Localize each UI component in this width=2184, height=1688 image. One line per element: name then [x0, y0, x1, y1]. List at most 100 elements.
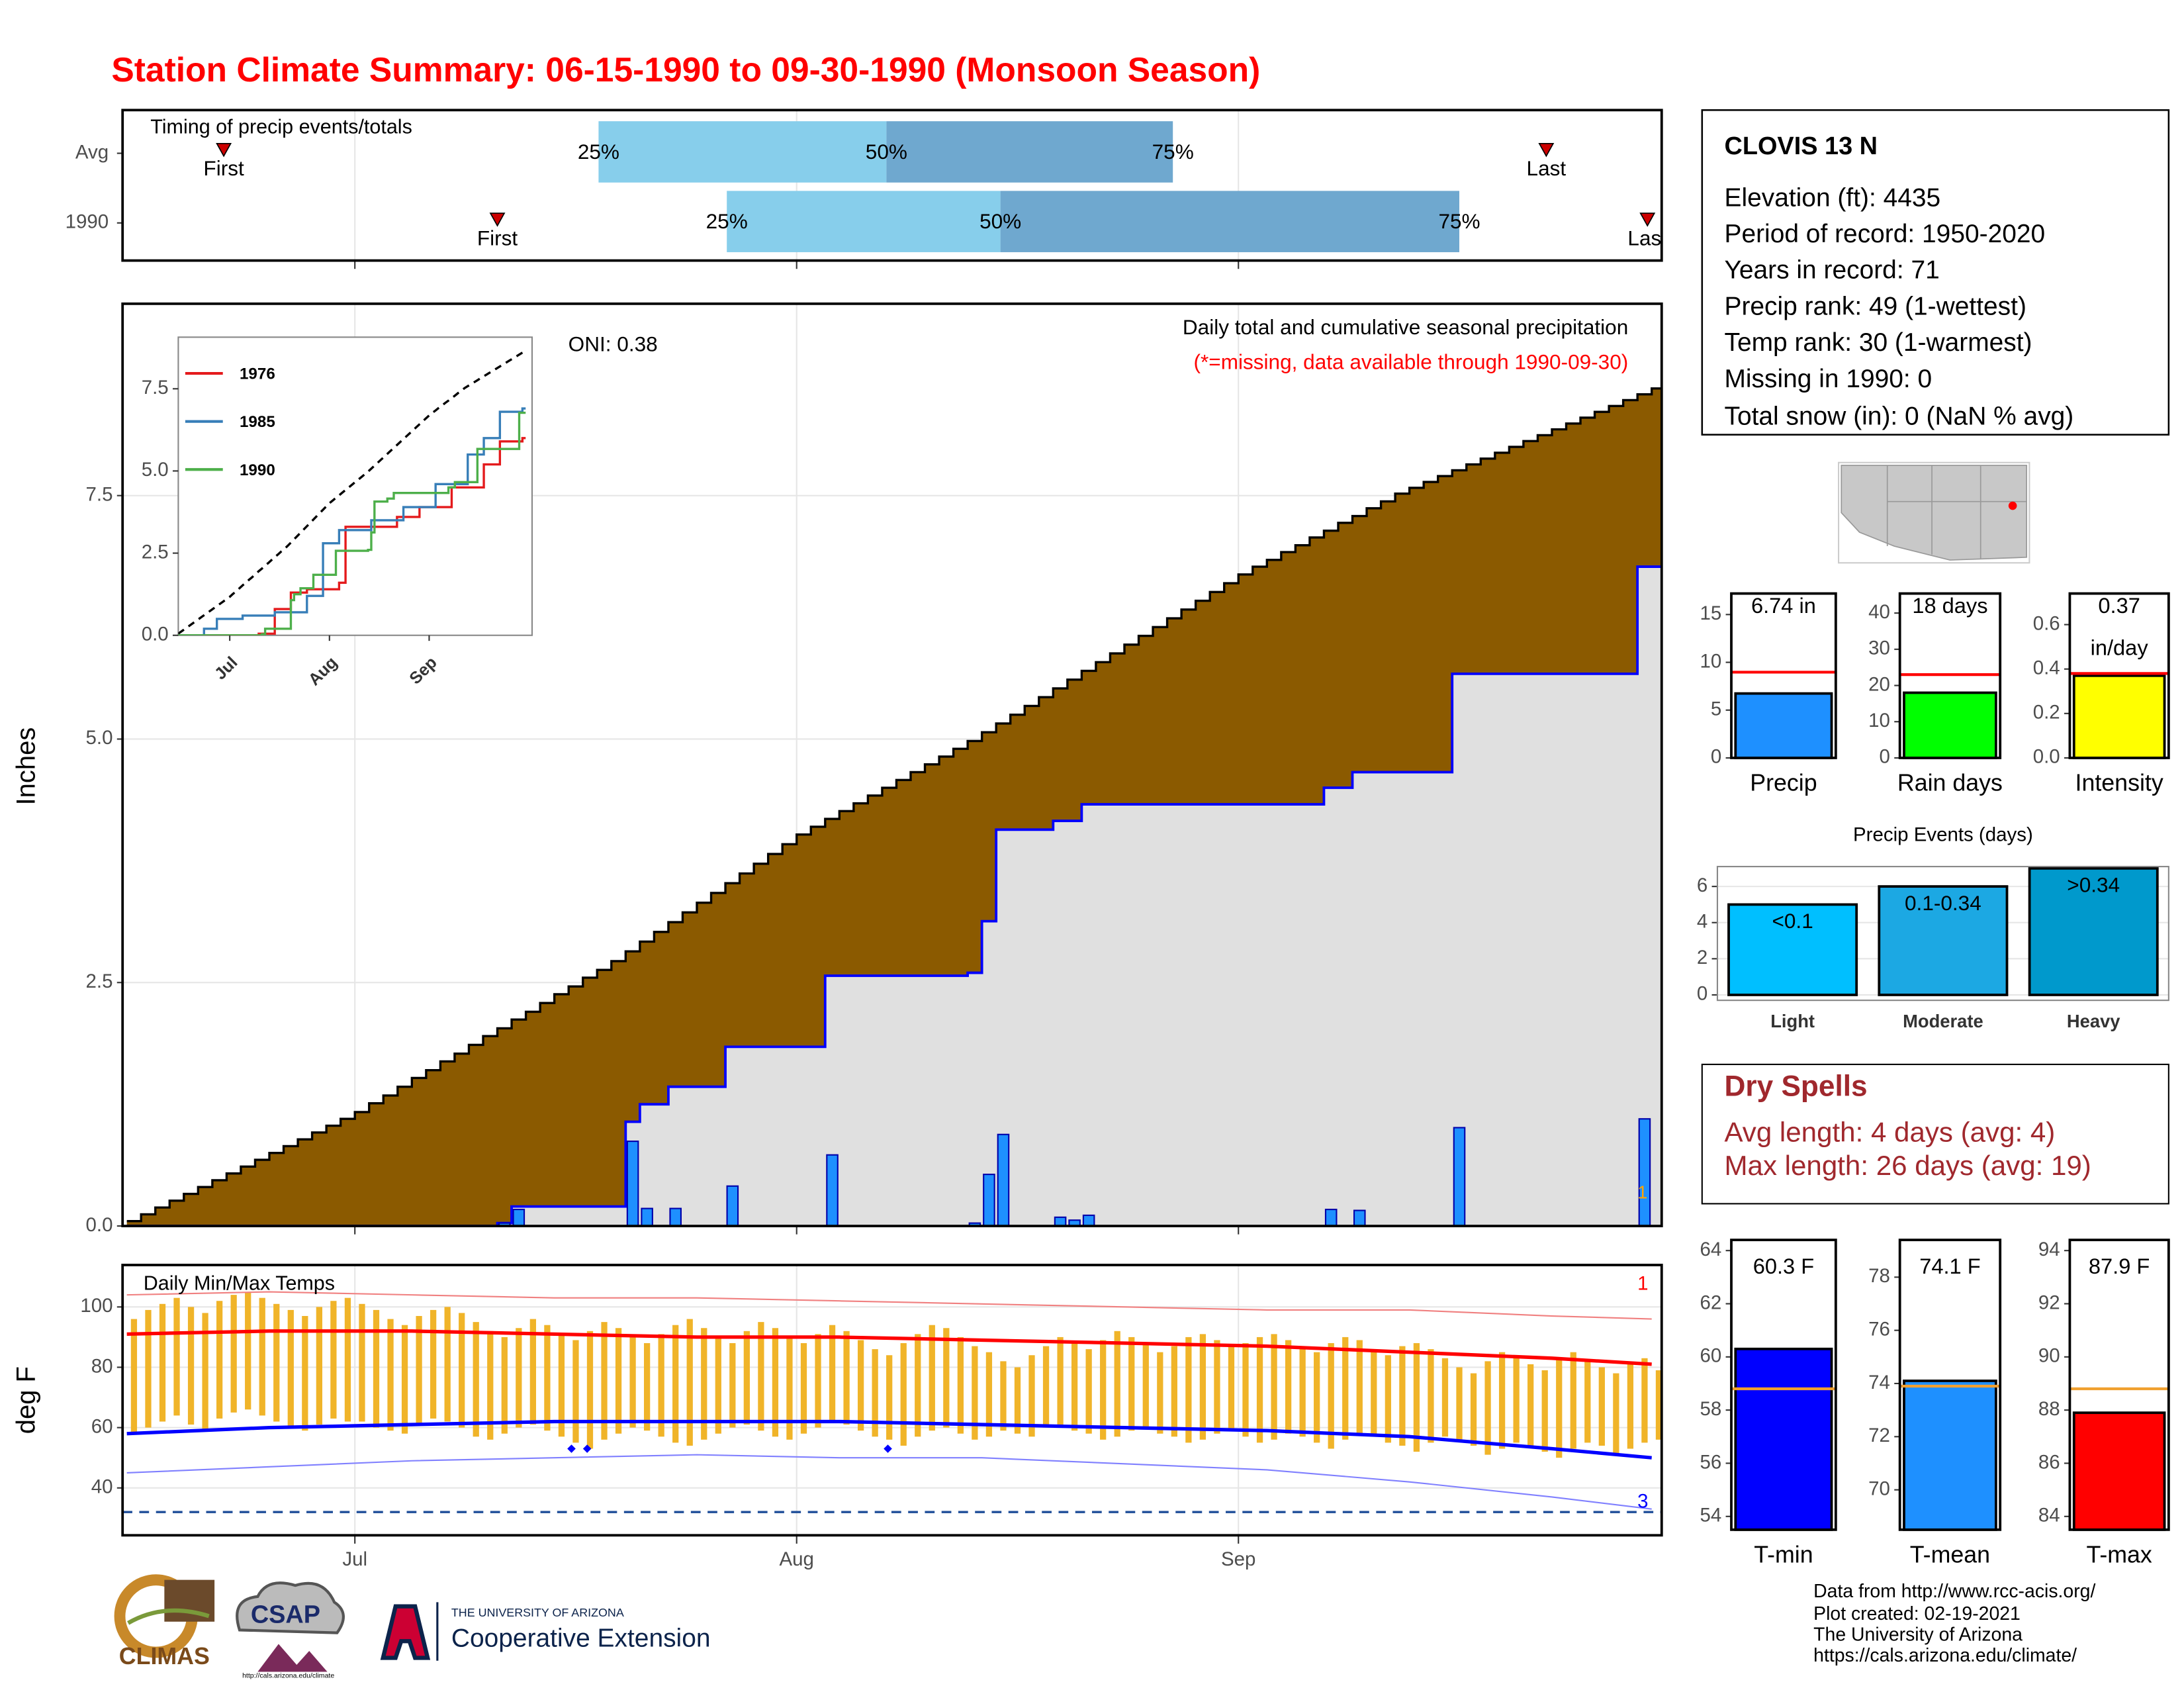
- x-tick-label: Sep: [1221, 1548, 1255, 1570]
- plot-area: 13: [122, 1272, 1662, 1513]
- temp-bar: [373, 1309, 380, 1428]
- timing-bar-early: [727, 191, 1001, 252]
- y-tick-label: 62: [1700, 1291, 1722, 1313]
- y-axis-label: deg F: [12, 1366, 41, 1434]
- panel-border: [121, 109, 1663, 262]
- temp-bar: [786, 1336, 793, 1440]
- y-tick-label: 10: [1700, 650, 1722, 672]
- panel-border: [1730, 1239, 1837, 1531]
- value-label: 87.9 F: [2089, 1254, 2150, 1278]
- daily-bar: [997, 1133, 1010, 1227]
- temp-bar: [401, 1325, 408, 1434]
- temp-bar: [187, 1307, 195, 1425]
- daily-bar: [669, 1207, 682, 1227]
- panel-border: [2068, 1239, 2170, 1531]
- temp-bar: [1385, 1355, 1391, 1443]
- temp-bar: [444, 1307, 451, 1422]
- temp-bar: [586, 1331, 594, 1449]
- cumulative-line: [126, 565, 1662, 1227]
- footer-line: Data from http://www.rcc-acis.org/: [1813, 1581, 2095, 1602]
- temp-bar: [202, 1313, 208, 1431]
- page-title: Station Climate Summary: 06-15-1990 to 0…: [111, 50, 1260, 89]
- bar: [1734, 692, 1833, 759]
- bar-label: <0.1: [1772, 909, 1813, 933]
- timing-bar-early: [598, 121, 887, 183]
- panel-title: Daily total and cumulative seasonal prec…: [1183, 315, 1628, 339]
- category-label: T-min: [1754, 1541, 1813, 1568]
- temp-bar: [416, 1316, 422, 1425]
- temp-bar: [872, 1349, 878, 1437]
- x-tick-label: Jul: [342, 1548, 367, 1570]
- inset-panel: [177, 336, 533, 636]
- legend-label: 1976: [240, 365, 275, 383]
- logo-text: CSAP: [251, 1601, 320, 1628]
- station-line: Elevation (ft): 4435: [1724, 183, 1940, 212]
- temp-bar: [1228, 1346, 1235, 1431]
- temp-bar: [1185, 1336, 1192, 1443]
- y-axis-label: Inches: [12, 727, 41, 806]
- temp-bar: [1584, 1361, 1591, 1443]
- y-tick-label: 5.0: [86, 727, 113, 749]
- bar: [2072, 1411, 2166, 1531]
- dry-spells-line: Max length: 26 days (avg: 19): [1724, 1150, 2091, 1181]
- category-label: T-mean: [1910, 1541, 1990, 1568]
- temp-bar: [758, 1322, 764, 1431]
- value-label: 18 days: [1912, 593, 1987, 618]
- temp-bar: [1527, 1364, 1534, 1446]
- temp-bar: [501, 1336, 508, 1434]
- station-name: CLOVIS 13 N: [1724, 132, 1878, 160]
- bar: [1903, 691, 1997, 759]
- temp-bar: [985, 1352, 993, 1437]
- daily-bar: [983, 1174, 995, 1227]
- temp-bar: [1171, 1346, 1177, 1437]
- temp-bar: [615, 1328, 622, 1434]
- temp-bar: [1000, 1361, 1007, 1431]
- y-tick-label: 20: [1868, 673, 1890, 695]
- station-box: [1701, 109, 2170, 436]
- temp-bar: [772, 1328, 779, 1437]
- value-label: 60.3 F: [1753, 1254, 1814, 1278]
- footer-line: https://cals.arizona.edu/climate/: [1813, 1645, 2077, 1666]
- temp-bar: [1214, 1340, 1220, 1434]
- temp-bar: [216, 1301, 223, 1419]
- y-tick-label: 78: [1868, 1265, 1890, 1287]
- bar-label: >0.34: [2067, 873, 2120, 897]
- temp-bar: [1428, 1349, 1434, 1443]
- x-tick-label: Aug: [780, 1548, 814, 1570]
- panel-border: [1730, 592, 1837, 759]
- y-tick-label: 7.5: [142, 377, 169, 399]
- y-tick-label: 76: [1868, 1318, 1890, 1340]
- temp-bar: [715, 1336, 721, 1434]
- temp-line: [126, 1419, 1652, 1460]
- y-tick-label: 0.6: [2033, 612, 2060, 634]
- temp-bar: [1028, 1355, 1035, 1437]
- temp-bar: [1299, 1346, 1306, 1437]
- y-tick-label: 74: [1868, 1372, 1890, 1393]
- y-tick-label: 0.0: [86, 1214, 113, 1236]
- y-tick-label: 80: [91, 1355, 113, 1377]
- reference-line: [178, 352, 523, 635]
- temp-bar: [330, 1301, 337, 1419]
- record-point: [582, 1444, 592, 1453]
- y-tick-label: 60: [91, 1415, 113, 1437]
- temp-bar: [1328, 1343, 1334, 1449]
- footer-line: The University of Arizona: [1813, 1624, 2023, 1645]
- temp-bar: [601, 1322, 608, 1440]
- temp-bar: [159, 1303, 166, 1422]
- dry-spells-line: Avg length: 4 days (avg: 4): [1724, 1116, 2055, 1147]
- temp-bar: [459, 1313, 465, 1428]
- temp-bar: [643, 1343, 651, 1431]
- temp-bar: [1556, 1358, 1563, 1458]
- temp-bar: [672, 1325, 679, 1443]
- temp-bar: [1242, 1343, 1249, 1437]
- category-label: Moderate: [1903, 1011, 1983, 1031]
- logo-text: THE UNIVERSITY OF ARIZONA: [451, 1606, 624, 1619]
- panel-title: Timing of precip events/totals: [150, 116, 412, 138]
- y-tick-label: 54: [1700, 1505, 1722, 1526]
- daily-bar: [1324, 1209, 1338, 1227]
- daily-bar: [1453, 1127, 1466, 1227]
- y-tick-label: 2: [1697, 947, 1707, 968]
- daily-bar: [726, 1185, 739, 1227]
